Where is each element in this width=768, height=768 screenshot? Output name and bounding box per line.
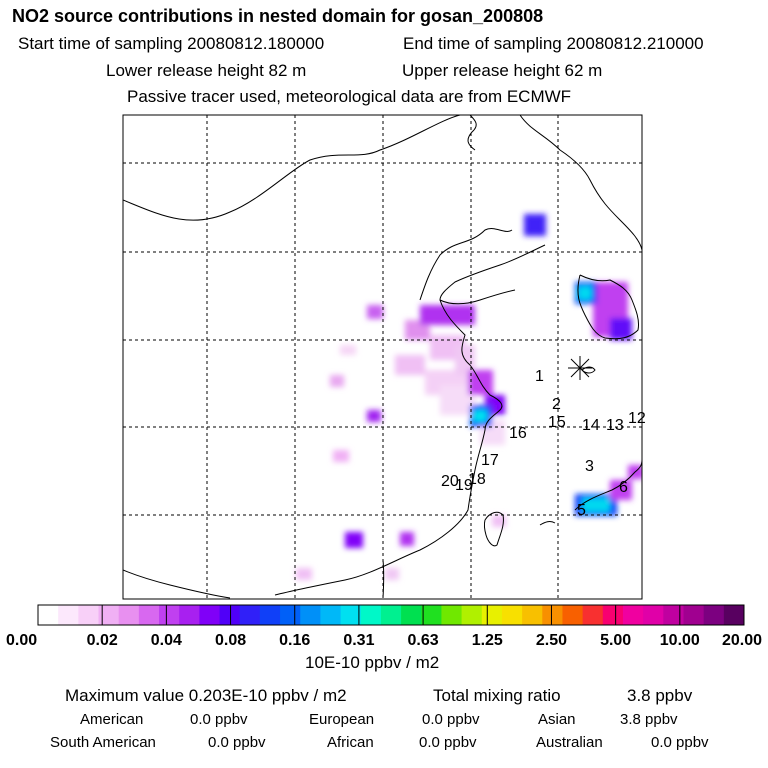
colorbar-segment (663, 605, 684, 625)
source-label-17: 17 (481, 452, 499, 469)
colorbar-tick-label: 0.16 (279, 632, 310, 649)
colorbar-tick-label: 0.02 (87, 632, 118, 649)
source-label-14: 14 (582, 417, 600, 434)
maximum-value: Maximum value 0.203E-10 ppbv / m2 (65, 686, 347, 705)
colorbar-segment (501, 605, 523, 625)
coastlines (123, 115, 642, 599)
colorbar-segment (138, 605, 160, 625)
graticule (123, 115, 642, 599)
units-label: 10E-10 ppbv / m2 (305, 653, 440, 672)
colorbar-segment (643, 605, 664, 625)
source-label-19: 19 (455, 477, 473, 494)
colorbar-tick-label: 2.50 (536, 632, 567, 649)
colorbar-segment (38, 605, 59, 625)
colorbar-tick-label: 1.25 (472, 632, 503, 649)
page-title: NO2 source contributions in nested domai… (12, 6, 544, 26)
colorbar-segment (199, 605, 221, 625)
colorbar-segment (582, 605, 604, 625)
source-label-12: 12 (628, 410, 646, 427)
total-mixing-value: 3.8 ppbv (627, 686, 693, 705)
region-value: 0.0 ppbv (651, 734, 709, 751)
colorbar-segment (300, 605, 321, 625)
colorbar-segment (401, 605, 422, 625)
source-label-20: 20 (441, 473, 459, 490)
colorbar-segment (239, 605, 261, 625)
colorbar-segment (340, 605, 362, 625)
colorbar (37, 605, 745, 625)
colorbar-segment (622, 605, 644, 625)
colorbar-segment (219, 605, 241, 625)
colorbar-segment (259, 605, 281, 625)
region-name: African (327, 734, 374, 751)
source-label-6: 6 (619, 479, 628, 496)
colorbar-segment (280, 605, 301, 625)
colorbar-frame (37, 604, 745, 626)
colorbar-tick-label: 0.31 (343, 632, 374, 649)
colorbar-segment (118, 605, 140, 625)
source-label-2: 2 (552, 396, 561, 413)
end-time: End time of sampling 20080812.210000 (403, 34, 704, 53)
colorbar-segment (602, 605, 624, 625)
source-label-13: 13 (606, 417, 624, 434)
colorbar-tick-label: 0.00 (6, 632, 37, 649)
source-label-3: 3 (585, 458, 594, 475)
source-label-15: 15 (548, 414, 566, 431)
region-value: 0.0 ppbv (190, 711, 248, 728)
map-figure: 1 2 15 14 13 12 16 17 3 20 19 18 6 5 0.0… (6, 114, 762, 649)
colorbar-tick-label: 5.00 (600, 632, 631, 649)
colorbar-segment (481, 605, 503, 625)
colorbar-tick-label: 0.04 (151, 632, 182, 649)
colorbar-tick-labels: 0.00 0.02 0.04 0.08 0.16 0.31 0.63 1.25 2.50 5.00… (6, 632, 762, 649)
colorbar-tick-label: 20.00 (722, 632, 762, 649)
source-label-5: 5 (577, 502, 586, 519)
colorbar-segment (179, 605, 200, 625)
tracer-note: Passive tracer used, meteorological data… (127, 87, 572, 106)
region-name: American (80, 711, 144, 728)
colorbar-tick-label: 0.63 (408, 632, 439, 649)
map-frame (122, 114, 643, 600)
colorbar-segment (360, 605, 382, 625)
colorbar-segment (421, 605, 442, 625)
colorbar-segment (78, 605, 100, 625)
source-label-18: 18 (468, 471, 486, 488)
colorbar-segment (98, 605, 120, 625)
colorbar-segment (461, 605, 483, 625)
region-name: Asian (538, 711, 576, 728)
colorbar-segment (58, 605, 79, 625)
source-label-1: 1 (535, 368, 544, 385)
colorbar-segment (683, 605, 705, 625)
colorbar-tick-label: 10.00 (660, 632, 700, 649)
region-value: 0.0 ppbv (419, 734, 477, 751)
receptor-marker (568, 356, 592, 380)
colorbar-segment (723, 605, 745, 625)
region-value: 0.0 ppbv (422, 711, 480, 728)
source-labels: 1 2 15 14 13 12 16 17 3 20 19 18 6 5 (441, 368, 646, 519)
colorbar-segment (522, 605, 543, 625)
colorbar-segment (159, 605, 180, 625)
contribution-field (296, 214, 642, 580)
colorbar-segment (542, 605, 563, 625)
colorbar-segment (562, 605, 584, 625)
colorbar-segment (380, 605, 402, 625)
colorbar-tick-label: 0.08 (215, 632, 246, 649)
region-name: South American (50, 734, 156, 751)
total-mixing-label: Total mixing ratio (433, 686, 561, 705)
region-value: 0.0 ppbv (208, 734, 266, 751)
colorbar-segment (320, 605, 342, 625)
lower-release-height: Lower release height 82 m (106, 61, 307, 80)
upper-release-height: Upper release height 62 m (402, 61, 603, 80)
region-name: European (309, 711, 375, 728)
start-time: Start time of sampling 20080812.180000 (18, 34, 325, 53)
region-value: 3.8 ppbv (620, 711, 678, 728)
colorbar-segment (441, 605, 463, 625)
colorbar-segment (703, 605, 725, 625)
source-label-16: 16 (509, 425, 527, 442)
region-name: Australian (536, 734, 603, 751)
